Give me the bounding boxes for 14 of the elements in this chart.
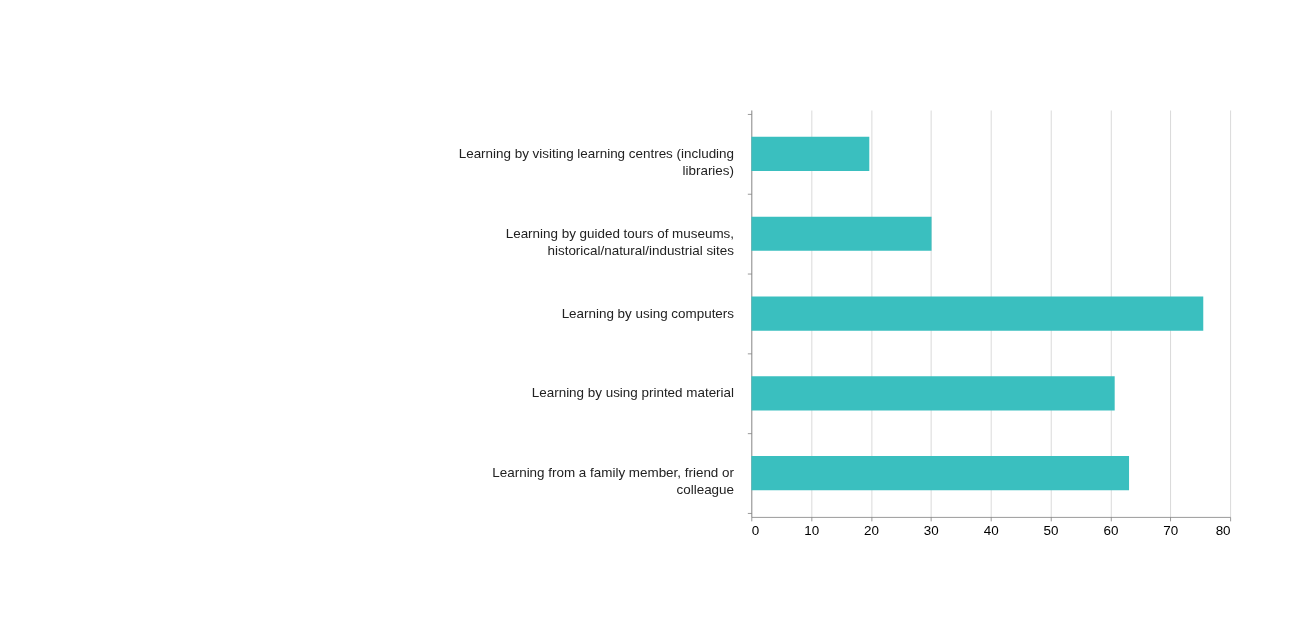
y-tick-label: Learning from a family member, friend or colleague xyxy=(492,465,735,498)
y-tick-label: Learning by guided tours of museums, historical/natural/industrial sites xyxy=(505,225,735,259)
x-tick-label: 80 xyxy=(1215,522,1231,538)
y-tick-label: Learning by using printed material xyxy=(531,385,735,401)
y-tick-label: Learning by using computers xyxy=(561,305,735,321)
x-tick-label: 10 xyxy=(804,522,820,538)
x-tick-label: 50 xyxy=(1043,522,1059,538)
y-tick-label: Learning by visiting learning centres (including libraries) xyxy=(458,145,735,179)
x-tick-label: 70 xyxy=(1163,522,1179,538)
x-tick-label: 30 xyxy=(923,522,939,538)
x-tick-label: 0 xyxy=(751,522,760,538)
x-tick-label: 40 xyxy=(983,522,999,538)
x-tick-label: 20 xyxy=(864,522,879,538)
x-tick-label: 60 xyxy=(1103,522,1119,538)
